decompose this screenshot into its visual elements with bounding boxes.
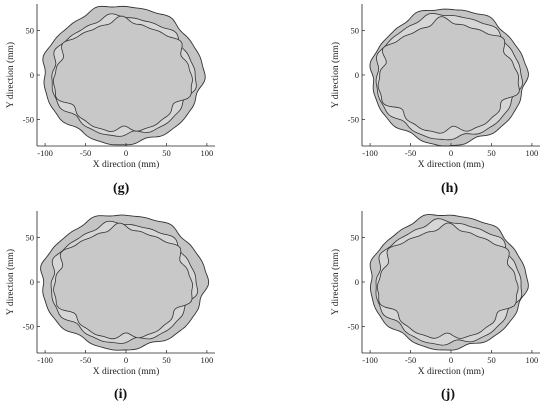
x-tick-label: 0 bbox=[124, 148, 128, 158]
x-tick-label: 50 bbox=[487, 355, 496, 365]
y-tick-label: 0 bbox=[355, 277, 359, 287]
panel-label-g: (g) bbox=[113, 181, 130, 196]
x-tick-label: 100 bbox=[526, 355, 539, 365]
y-tick-label: 50 bbox=[26, 233, 35, 243]
y-tick-label: -50 bbox=[23, 114, 34, 124]
contour-inner bbox=[53, 222, 194, 340]
x-tick-label: 0 bbox=[449, 148, 453, 158]
x-tick-label: 0 bbox=[449, 355, 453, 365]
x-tick-label: -100 bbox=[362, 355, 378, 365]
x-tick-label: 50 bbox=[162, 148, 171, 158]
x-tick-label: 50 bbox=[487, 148, 496, 158]
x-tick-label: -50 bbox=[80, 355, 91, 365]
y-tick-label: 0 bbox=[355, 70, 359, 80]
panel-label-h: (h) bbox=[441, 181, 459, 196]
y-tick-label: 50 bbox=[26, 26, 35, 36]
contour-inner bbox=[376, 222, 519, 339]
y-tick-label: -50 bbox=[348, 114, 359, 124]
y-axis-label: Y direction (mm) bbox=[5, 42, 16, 108]
x-tick-label: 100 bbox=[526, 148, 539, 158]
x-tick-label: -100 bbox=[37, 355, 53, 365]
y-tick-label: -50 bbox=[23, 321, 34, 331]
y-tick-label: -50 bbox=[348, 321, 359, 331]
y-tick-label: 50 bbox=[351, 26, 360, 36]
y-axis-label: Y direction (mm) bbox=[330, 42, 341, 108]
y-axis-label: Y direction (mm) bbox=[5, 249, 16, 315]
x-tick-label: -50 bbox=[80, 148, 91, 158]
x-tick-label: 100 bbox=[201, 148, 214, 158]
x-tick-label: -50 bbox=[405, 355, 416, 365]
x-axis-label: X direction (mm) bbox=[93, 159, 159, 170]
x-axis-label: X direction (mm) bbox=[93, 366, 159, 377]
panel-label-j: (j) bbox=[441, 387, 455, 402]
panel-label-i: (i) bbox=[114, 387, 128, 402]
x-tick-label: -100 bbox=[37, 148, 53, 158]
y-tick-label: 50 bbox=[351, 233, 360, 243]
x-axis-label: X direction (mm) bbox=[418, 366, 484, 377]
contour-inner bbox=[377, 16, 520, 134]
panel-j: -100 -50 0 50 100 -50 0 50 X direction (mm) Y dir… bbox=[275, 207, 550, 414]
panel-g: -100 -50 0 50 100 -50 0 50 X direction (mm) Y dir… bbox=[0, 0, 275, 207]
x-tick-label: 50 bbox=[162, 355, 171, 365]
y-axis-label: Y direction (mm) bbox=[330, 249, 341, 315]
y-tick-label: 0 bbox=[30, 70, 34, 80]
panel-h: -100 -50 0 50 100 -50 0 50 X direction (mm) Y dir… bbox=[275, 0, 550, 207]
x-tick-label: -100 bbox=[362, 148, 378, 158]
x-tick-label: 0 bbox=[124, 355, 128, 365]
x-axis-label: X direction (mm) bbox=[418, 159, 484, 170]
y-tick-label: 0 bbox=[30, 277, 34, 287]
x-tick-label: -50 bbox=[405, 148, 416, 158]
panel-i: -100 -50 0 50 100 -50 0 50 X direction (mm) Y dir… bbox=[0, 207, 275, 414]
x-tick-label: 100 bbox=[201, 355, 214, 365]
contour-inner bbox=[52, 15, 193, 133]
